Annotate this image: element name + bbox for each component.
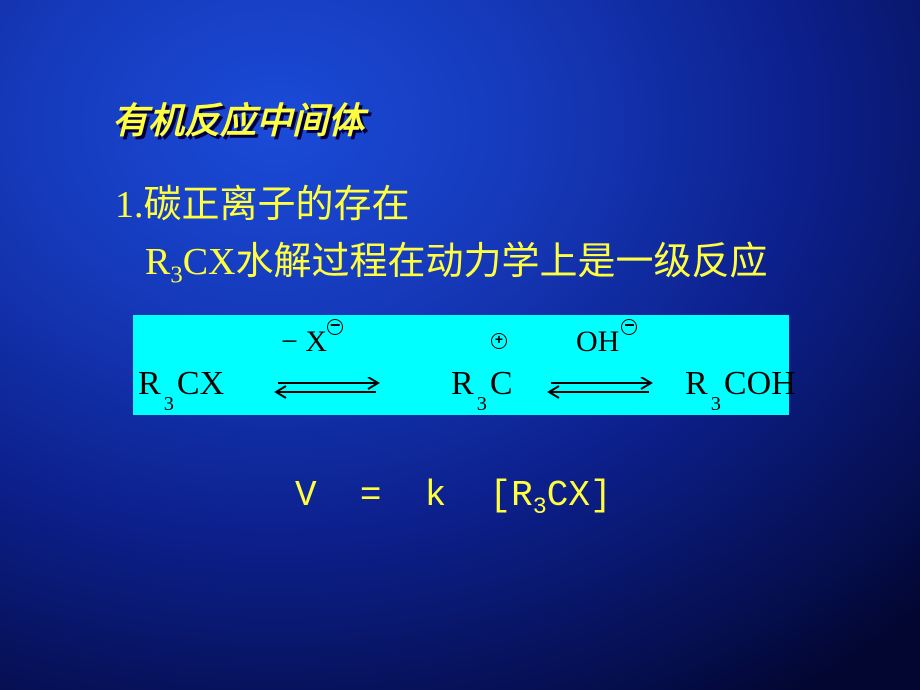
species-2: R3C [451, 365, 513, 408]
arrow-2-charge-icon [621, 319, 637, 335]
species-3-suf: COH [724, 365, 796, 402]
slide-title-main: 有机反应中间体 [112, 92, 364, 144]
species-3-r: R [685, 365, 708, 402]
rate-equals: = [360, 475, 382, 516]
species-2-charge [491, 339, 507, 357]
species-2-sub: 3 [477, 393, 487, 415]
rate-close: CX] [547, 475, 612, 516]
slide-title: 有机反应中间体 有机反应中间体 [112, 92, 364, 144]
reaction-scheme: R3CX − X R3C OH R3COH [133, 315, 789, 415]
rate-open: [R [489, 475, 532, 516]
equilibrium-arrow-1 [268, 377, 386, 401]
arrow-2-oh: OH [576, 325, 619, 358]
arrow-1-label: − X [281, 325, 343, 359]
arrow-2-label: OH [576, 325, 637, 359]
formula-subscript: 3 [170, 262, 182, 289]
bullet-text: 碳正离子的存在 [144, 184, 410, 226]
species-1-sub: 3 [164, 393, 174, 415]
species-1-suf: CX [177, 365, 224, 402]
species-1: R3CX [138, 365, 224, 408]
species-3-sub: 3 [711, 393, 721, 415]
rate-k: k [425, 475, 447, 516]
formula-prefix: R [145, 241, 170, 283]
rate-v: V [295, 475, 317, 516]
species-2-r: R [451, 365, 474, 402]
equilibrium-arrow-2 [541, 377, 659, 401]
arrow-1-minus: − [281, 325, 298, 358]
bullet-line-2: R3CX水解过程在动力学上是一级反应 [145, 230, 768, 290]
arrow-1-x: X [305, 325, 327, 358]
species-3: R3COH [685, 365, 796, 408]
rate-sub: 3 [533, 495, 547, 521]
rate-equation: V = k [R3CX] [295, 475, 612, 521]
bullet-number: 1. [115, 184, 144, 226]
formula-suffix: CX水解过程在动力学上是一级反应 [183, 241, 768, 283]
arrow-1-charge-icon [327, 319, 343, 335]
bullet-line-1: 1.碳正离子的存在 [115, 173, 410, 228]
species-1-r: R [138, 365, 161, 402]
species-2-suf: C [490, 365, 513, 402]
cation-charge-icon [491, 333, 507, 349]
